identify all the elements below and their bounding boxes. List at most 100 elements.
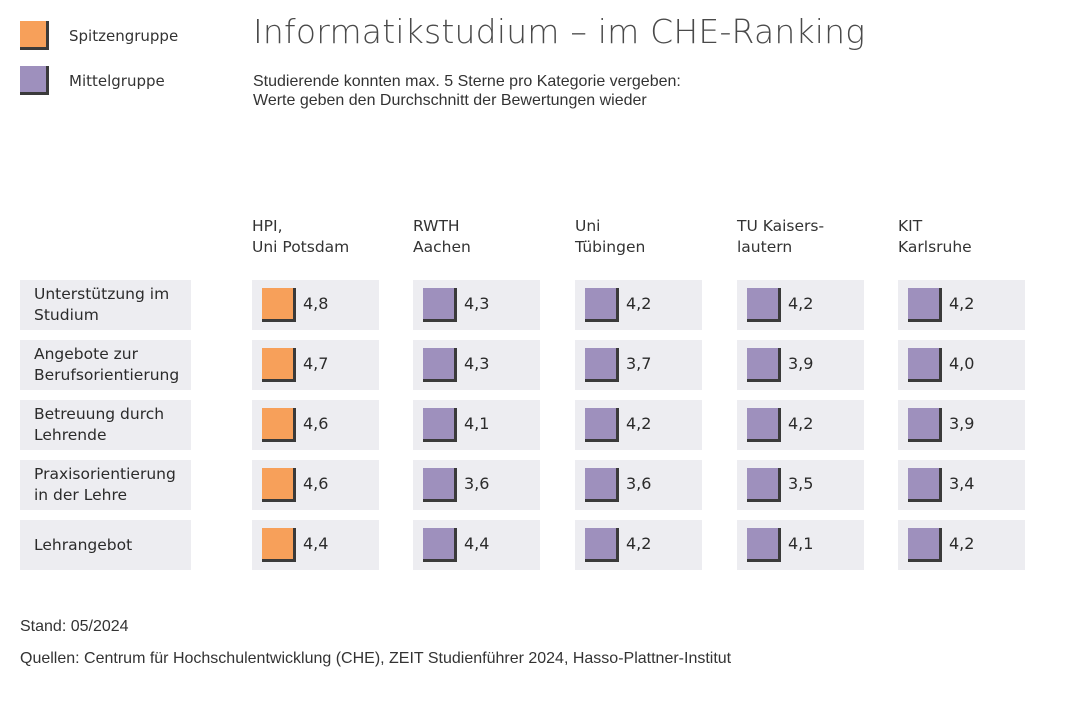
group-marker	[908, 408, 942, 442]
group-marker	[423, 528, 457, 562]
rating-cell: 4,8	[252, 280, 379, 330]
rating-cell: 4,3	[413, 280, 540, 330]
column-header: RWTH Aachen	[413, 216, 563, 258]
group-marker	[423, 348, 457, 382]
row-label-line: Praxisorientierung	[34, 465, 176, 483]
row-label: Unterstützung im Studium	[20, 280, 191, 330]
rating-cell: 4,0	[898, 340, 1025, 390]
group-marker	[262, 528, 296, 562]
row-label-line: Berufsorientierung	[34, 366, 180, 384]
column-header-line: HPI,	[252, 217, 283, 235]
rating-cell: 4,4	[413, 520, 540, 570]
column-header-line: Aachen	[413, 238, 471, 256]
group-marker	[747, 408, 781, 442]
rating-value: 4,1	[464, 414, 490, 433]
rating-value: 4,4	[464, 534, 490, 553]
row-label-line: Studium	[34, 306, 99, 324]
rating-value: 4,1	[788, 534, 814, 553]
row-label-line: Lehrende	[34, 426, 107, 444]
column-header-line: Uni Potsdam	[252, 238, 350, 256]
rating-value: 3,6	[626, 474, 652, 493]
column-header: HPI, Uni Potsdam	[252, 216, 402, 258]
column-header-line: Karlsruhe	[898, 238, 972, 256]
row-label: Praxisorientierung in der Lehre	[20, 460, 191, 510]
group-marker	[262, 468, 296, 502]
rating-cell: 4,2	[575, 280, 702, 330]
rating-cell: 4,2	[898, 520, 1025, 570]
subtitle-line: Studierende konnten max. 5 Sterne pro Ka…	[253, 73, 681, 90]
rating-value: 3,7	[626, 354, 652, 373]
group-marker	[908, 468, 942, 502]
column-header-line: TU Kaisers-	[737, 217, 825, 235]
column-header: KIT Karlsruhe	[898, 216, 1048, 258]
legend-swatch-mittelgruppe	[20, 66, 49, 95]
row-label: Lehrangebot	[20, 520, 191, 570]
rating-cell: 4,2	[737, 400, 864, 450]
rating-value: 4,2	[626, 534, 652, 553]
row-label-line: Lehrangebot	[34, 535, 133, 554]
rating-cell: 3,9	[898, 400, 1025, 450]
group-marker	[423, 468, 457, 502]
group-marker	[423, 408, 457, 442]
row-label-line: in der Lehre	[34, 486, 128, 504]
subtitle-line: Werte geben den Durchschnitt der Bewertu…	[253, 92, 647, 109]
group-marker	[747, 468, 781, 502]
column-header: Uni Tübingen	[575, 216, 725, 258]
rating-value: 4,6	[303, 414, 329, 433]
group-marker	[585, 408, 619, 442]
rating-cell: 4,6	[252, 400, 379, 450]
rating-value: 4,3	[464, 294, 490, 313]
legend-item-spitzengruppe: Spitzengruppe	[20, 21, 178, 50]
rating-value: 3,5	[788, 474, 814, 493]
group-marker	[747, 528, 781, 562]
group-marker	[908, 288, 942, 322]
rating-value: 4,2	[949, 294, 975, 313]
group-marker	[747, 288, 781, 322]
row-label: Betreuung durch Lehrende	[20, 400, 191, 450]
rating-value: 4,8	[303, 294, 329, 313]
row-label-line: Unterstützung im	[34, 285, 170, 303]
rating-value: 4,7	[303, 354, 329, 373]
rating-value: 3,6	[464, 474, 490, 493]
rating-cell: 3,7	[575, 340, 702, 390]
group-marker	[585, 528, 619, 562]
rating-value: 4,2	[626, 294, 652, 313]
legend-swatch-spitzengruppe	[20, 21, 49, 50]
group-marker	[908, 348, 942, 382]
rating-value: 4,2	[788, 414, 814, 433]
rating-cell: 3,6	[575, 460, 702, 510]
rating-value: 4,6	[303, 474, 329, 493]
rating-cell: 4,3	[413, 340, 540, 390]
rating-cell: 4,2	[575, 400, 702, 450]
column-header-line: Tübingen	[575, 238, 646, 256]
column-header-line: Uni	[575, 217, 601, 235]
rating-value: 4,2	[788, 294, 814, 313]
rating-value: 3,9	[788, 354, 814, 373]
rating-cell: 3,9	[737, 340, 864, 390]
rating-cell: 4,2	[898, 280, 1025, 330]
group-marker	[585, 468, 619, 502]
rating-value: 4,3	[464, 354, 490, 373]
row-label-line: Betreuung durch	[34, 405, 165, 423]
rating-value: 3,4	[949, 474, 975, 493]
group-marker	[585, 288, 619, 322]
group-marker	[262, 348, 296, 382]
column-header: TU Kaisers-lautern	[737, 216, 887, 258]
footer-sources: Quellen: Centrum für Hochschulentwicklun…	[20, 650, 732, 667]
group-marker	[585, 348, 619, 382]
legend-item-mittelgruppe: Mittelgruppe	[20, 66, 165, 95]
rating-cell: 3,6	[413, 460, 540, 510]
rating-value: 4,4	[303, 534, 329, 553]
rating-cell: 4,6	[252, 460, 379, 510]
rating-cell: 4,2	[737, 280, 864, 330]
rating-cell: 4,1	[413, 400, 540, 450]
row-label: Angebote zur Berufsorientierung	[20, 340, 191, 390]
row-label-line: Angebote zur	[34, 345, 138, 363]
rating-value: 4,2	[949, 534, 975, 553]
column-header-line: RWTH	[413, 217, 460, 235]
rating-value: 4,2	[626, 414, 652, 433]
group-marker	[423, 288, 457, 322]
rating-cell: 3,4	[898, 460, 1025, 510]
legend-label-spitzengruppe: Spitzengruppe	[69, 26, 179, 45]
legend-label-mittelgruppe: Mittelgruppe	[69, 71, 165, 90]
